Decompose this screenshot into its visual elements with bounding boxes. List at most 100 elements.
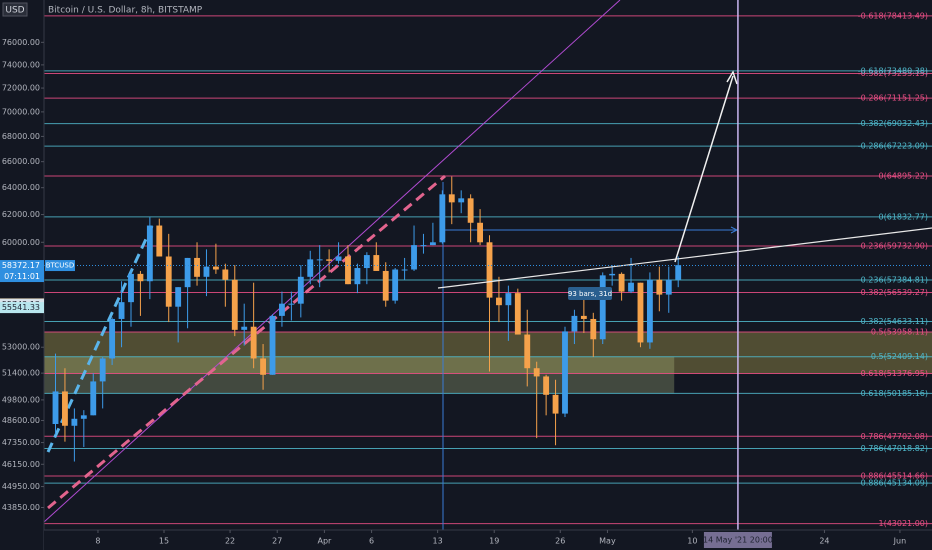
- candle-body: [411, 245, 417, 270]
- price-badge-label: 58372.17: [2, 261, 40, 270]
- cursor-label-box: [703, 532, 772, 548]
- price-badge: [0, 302, 44, 314]
- candle-body: [62, 391, 68, 426]
- candle-body: [118, 302, 125, 319]
- fib-label: 0.236(59732.90): [861, 242, 928, 251]
- candle-body: [590, 318, 597, 340]
- y-tick-label: 76000.00: [2, 38, 40, 47]
- fib-label: 0.786(47018.82): [861, 444, 928, 453]
- candle-body: [203, 266, 210, 277]
- y-tick-label: 68000.00: [2, 132, 40, 141]
- time-axis: [44, 530, 932, 550]
- fib-label: 0.618(51376.95): [861, 369, 928, 378]
- candle-body: [175, 287, 182, 307]
- annotation: 93 bars, 31d: [568, 290, 612, 298]
- fib-label: 0.886(45134.09): [861, 479, 928, 488]
- candle-body: [288, 303, 295, 305]
- fib-label: 0.382(56539.27): [861, 288, 928, 297]
- candle-body: [486, 242, 493, 298]
- candle-body: [609, 273, 616, 276]
- candle-body: [156, 225, 163, 257]
- x-tick-label: Apr: [317, 537, 332, 546]
- candle-body: [637, 282, 644, 343]
- candle-body: [165, 256, 172, 307]
- candle-body: [439, 194, 446, 243]
- x-tick-label: 19: [489, 537, 499, 546]
- price-badge-label: 55541.33: [2, 303, 40, 312]
- candle-body: [99, 358, 106, 382]
- fib-label: 0(61832.77): [878, 212, 928, 221]
- candle-body: [392, 269, 399, 301]
- y-tick-label: 48600.00: [2, 416, 40, 425]
- x-tick-label: 6: [369, 537, 374, 546]
- x-tick-label: 8: [95, 537, 100, 546]
- fib-label: 0.382(54633.11): [861, 317, 928, 326]
- fib-label: -0.286(67223.09): [858, 142, 928, 151]
- currency: USD: [5, 6, 24, 16]
- candle-body: [448, 194, 455, 203]
- candle-body: [222, 269, 229, 280]
- symbol-tag-box: [45, 260, 75, 272]
- candle-body: [297, 276, 304, 304]
- x-tick-label: 15: [159, 537, 169, 546]
- y-tick-label: 53000.00: [2, 343, 40, 352]
- x-tick-label: 10: [687, 537, 697, 546]
- fib-label: -0.618(73480.38): [858, 66, 928, 75]
- candle-body: [571, 315, 578, 332]
- x-tick-label: Jun: [893, 537, 907, 546]
- candle-body: [194, 257, 200, 277]
- candle-body: [618, 273, 625, 292]
- candle-body: [477, 222, 483, 243]
- candle-body: [514, 293, 521, 335]
- candle-body: [354, 268, 361, 285]
- candle-body: [543, 376, 550, 395]
- candle-body: [665, 279, 672, 295]
- fib-label: -0.618(78413.49): [858, 11, 928, 20]
- y-tick-label: 49800.00: [2, 395, 40, 404]
- y-tick-label: 47350.00: [2, 438, 40, 447]
- candle-body: [373, 255, 380, 271]
- x-tick-label: 24: [819, 537, 829, 546]
- candle-body: [52, 391, 59, 425]
- fib-label: 1(43021.00): [878, 519, 928, 528]
- y-tick-label: 62000.00: [2, 210, 40, 219]
- candle-body: [307, 259, 314, 277]
- candle-body: [212, 266, 219, 270]
- fib-label: -0.382(73253.15): [858, 69, 928, 78]
- candle-body: [71, 418, 78, 426]
- fib-label: 0.886(45514.66): [861, 472, 928, 481]
- fib-label: 0.236(57384.81): [861, 275, 928, 284]
- x-tick-label: 13: [433, 537, 443, 546]
- candle-body: [533, 368, 540, 377]
- y-tick-label: 66000.00: [2, 157, 40, 166]
- fib-label: -0.286(71151.25): [858, 94, 928, 103]
- y-tick-label: 64000.00: [2, 183, 40, 192]
- y-tick-label: 44950.00: [2, 482, 40, 491]
- y-tick-label: 60000.00: [2, 238, 40, 247]
- zone: [44, 356, 675, 394]
- symbol-tag: BTCUSD: [46, 262, 75, 270]
- candle-body: [628, 282, 634, 292]
- y-tick-label: 70000.00: [2, 107, 40, 116]
- candle-body: [90, 381, 97, 416]
- cursor-label: 14 May '21 20:00: [703, 536, 773, 545]
- forecast-arrow: [674, 75, 734, 263]
- x-tick-label: 26: [555, 537, 565, 546]
- fib-label: -0.382(69032.43): [858, 119, 928, 128]
- fib-label: 0(64895.22): [878, 171, 928, 180]
- candle-body: [420, 245, 427, 247]
- candle-body: [80, 415, 87, 419]
- candle-body: [363, 255, 370, 269]
- candle-body: [429, 242, 436, 246]
- y-tick-label: 74000.00: [2, 60, 40, 69]
- countdown: 07:11:01: [4, 272, 40, 281]
- annotation-box: [568, 287, 612, 300]
- candle-body: [260, 358, 266, 375]
- candle-body: [316, 259, 323, 261]
- fib-label: 0.786(47702.08): [861, 432, 928, 441]
- candle-body: [675, 265, 682, 280]
- candle-body: [250, 326, 257, 359]
- candle-body: [335, 256, 342, 261]
